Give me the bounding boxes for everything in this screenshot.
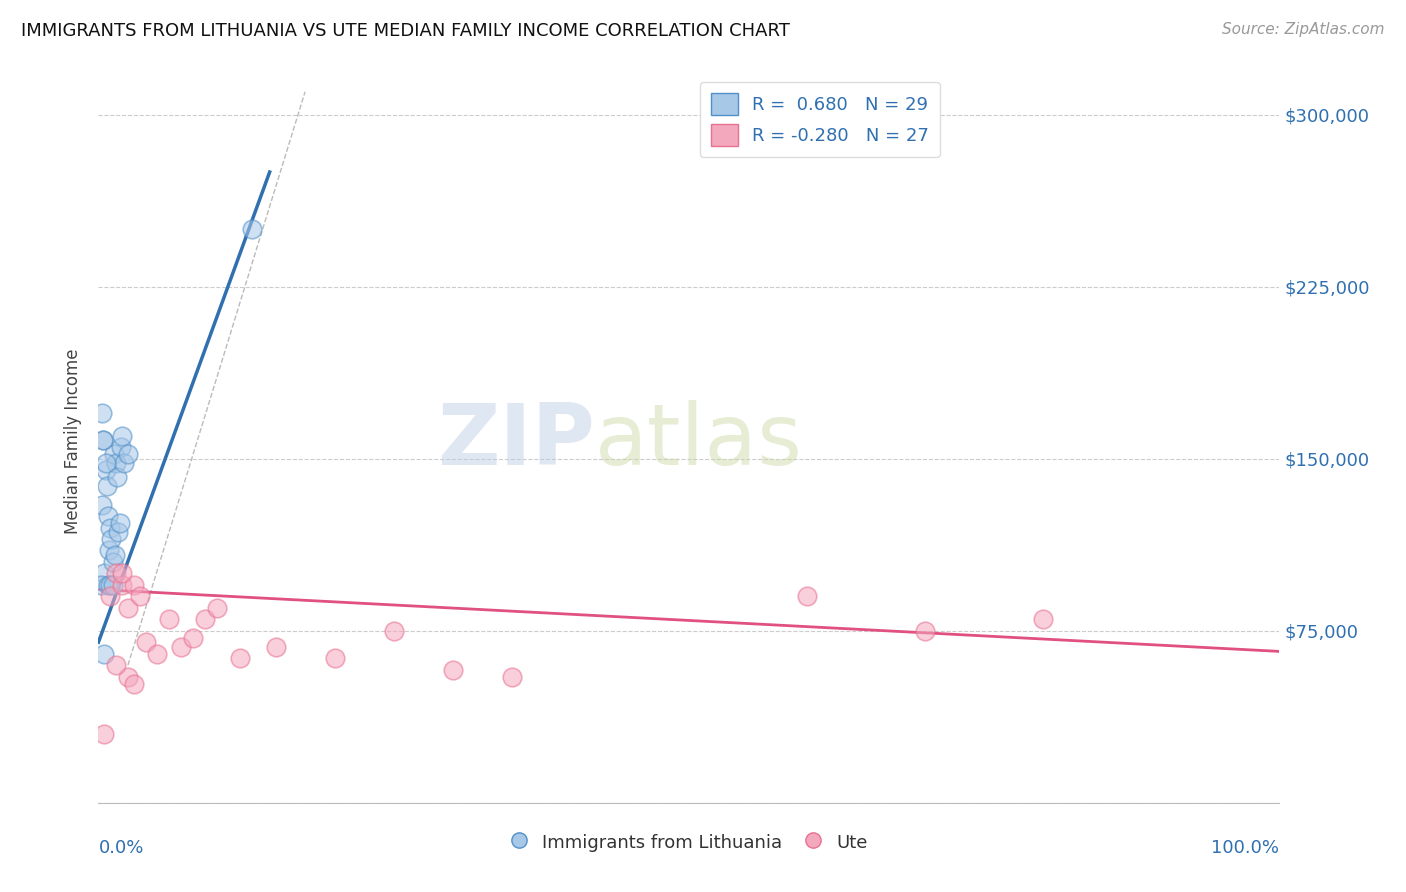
Point	[93, 727, 115, 741]
Point	[98, 520, 121, 534]
Point	[93, 566, 115, 581]
Point	[105, 470, 128, 484]
Point	[128, 590, 150, 604]
Point	[122, 578, 145, 592]
Point	[111, 566, 134, 581]
Point	[96, 479, 118, 493]
Point	[323, 651, 346, 665]
Point	[135, 635, 157, 649]
Point	[157, 612, 180, 626]
Point	[94, 456, 117, 470]
Point	[914, 624, 936, 638]
Point	[91, 498, 114, 512]
Point	[111, 429, 134, 443]
Text: IMMIGRANTS FROM LITHUANIA VS UTE MEDIAN FAMILY INCOME CORRELATION CHART: IMMIGRANTS FROM LITHUANIA VS UTE MEDIAN …	[21, 22, 790, 40]
Point	[441, 663, 464, 677]
Point	[98, 590, 121, 604]
Point	[194, 612, 217, 626]
Point	[103, 447, 125, 461]
Text: 0.0%: 0.0%	[98, 838, 143, 857]
Point	[501, 670, 523, 684]
Point	[101, 555, 124, 569]
Point	[97, 509, 120, 524]
Point	[229, 651, 252, 665]
Point	[101, 578, 124, 592]
Point	[111, 578, 134, 592]
Point	[264, 640, 287, 654]
Y-axis label: Median Family Income: Median Family Income	[65, 349, 83, 534]
Point	[122, 676, 145, 690]
Point	[146, 647, 169, 661]
Point	[97, 578, 120, 592]
Point	[105, 456, 128, 470]
Point	[117, 447, 139, 461]
Point	[91, 406, 114, 420]
Legend: Immigrants from Lithuania, Ute: Immigrants from Lithuania, Ute	[502, 826, 876, 859]
Point	[240, 222, 263, 236]
Point	[105, 566, 128, 581]
Point	[117, 670, 139, 684]
Text: atlas: atlas	[595, 400, 803, 483]
Point	[112, 456, 135, 470]
Point	[117, 600, 139, 615]
Point	[110, 440, 132, 454]
Point	[98, 543, 121, 558]
Point	[93, 647, 115, 661]
Point	[170, 640, 193, 654]
Point	[98, 578, 121, 592]
Point	[1032, 612, 1054, 626]
Point	[105, 658, 128, 673]
Point	[104, 548, 127, 562]
Point	[382, 624, 405, 638]
Point	[796, 590, 818, 604]
Text: 100.0%: 100.0%	[1212, 838, 1279, 857]
Point	[205, 600, 228, 615]
Text: Source: ZipAtlas.com: Source: ZipAtlas.com	[1222, 22, 1385, 37]
Point	[100, 532, 122, 546]
Point	[108, 516, 131, 530]
Point	[90, 578, 112, 592]
Point	[91, 434, 114, 448]
Point	[91, 434, 114, 448]
Point	[94, 463, 117, 477]
Text: ZIP: ZIP	[437, 400, 595, 483]
Point	[181, 631, 204, 645]
Point	[107, 525, 129, 540]
